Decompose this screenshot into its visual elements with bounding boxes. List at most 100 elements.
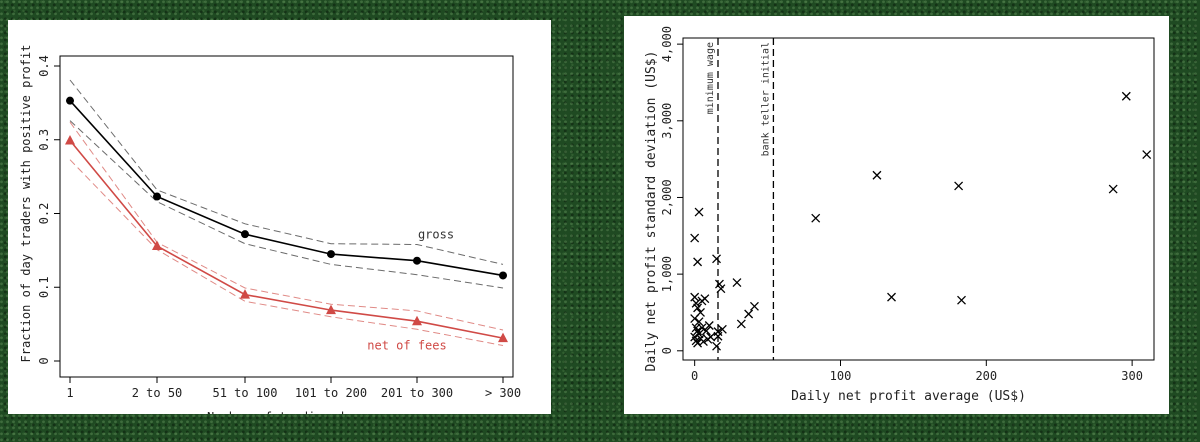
- data-point: [326, 304, 336, 315]
- data-point: [811, 213, 821, 223]
- data-point-stroke: [698, 337, 708, 347]
- data-point: [1108, 184, 1118, 194]
- profit-scatter-chart: 0 100 200 300 Daily net profit average (US$)…: [644, 26, 1155, 404]
- data-point: [887, 292, 896, 302]
- data-point: [717, 324, 727, 334]
- data-point: [152, 240, 162, 250]
- fraction-profitable-line-chart: 0 0.1 0.2 0.3 0.4 1 2 to 50 51 to 100 101 to 200…: [19, 45, 521, 414]
- ci-lower-line: [69, 120, 504, 289]
- data-point: [412, 315, 422, 326]
- series-label-gross: gross: [418, 228, 454, 242]
- data-point-stroke: [693, 326, 703, 336]
- data-point: [749, 301, 759, 311]
- data-point: [957, 295, 966, 305]
- series-label-net: net of fees: [367, 339, 446, 353]
- right-chart-panel: 0 100 200 300 Daily net profit average (US$)…: [624, 16, 1169, 414]
- data-point-stroke: [694, 317, 704, 327]
- data-point-stroke: [736, 319, 746, 329]
- x-tick-label: 300: [1121, 369, 1143, 383]
- y-tick-label: 0.1: [37, 276, 51, 298]
- y-tick-label: 2,000: [660, 179, 674, 215]
- data-point-stroke: [694, 329, 704, 339]
- plot-frame: [59, 55, 514, 378]
- y-tick-label: 1,000: [660, 256, 674, 292]
- data-point: [694, 329, 704, 339]
- data-point-stroke: [887, 292, 896, 302]
- data-point-stroke: [957, 295, 966, 305]
- data-point-stroke: [694, 207, 704, 217]
- data-point-stroke: [691, 298, 701, 308]
- data-point-stroke: [714, 279, 724, 289]
- data-point-stroke: [690, 332, 700, 342]
- y-tick-label: 3,000: [660, 103, 674, 139]
- y-tick-label: 0: [660, 347, 674, 354]
- data-point: [153, 192, 161, 201]
- data-point-stroke: [690, 233, 700, 243]
- data-point-stroke: [1142, 150, 1152, 159]
- data-point: [736, 319, 746, 329]
- data-point: [499, 271, 507, 280]
- x-tick-label: 0: [691, 369, 698, 383]
- x-tick-label: 101 to 200: [295, 386, 367, 400]
- data-point: [694, 207, 704, 217]
- x-tick-label: 1: [66, 386, 73, 400]
- left-chart-panel: 0 0.1 0.2 0.3 0.4 1 2 to 50 51 to 100 101 to 200…: [8, 20, 551, 414]
- x-tick-label: 100: [830, 369, 852, 383]
- y-axis-title: Fraction of day traders with positive pr…: [19, 45, 33, 363]
- data-point: [698, 337, 708, 347]
- data-point: [413, 256, 421, 265]
- data-point-stroke: [1108, 184, 1118, 194]
- data-point: [693, 338, 703, 348]
- data-point: [704, 321, 714, 330]
- data-point-stroke: [700, 294, 710, 304]
- y-axis-title: Daily net profit standard deviation (US$…: [644, 51, 659, 372]
- data-point: [732, 278, 742, 288]
- ci-lower-line: [69, 159, 504, 346]
- data-point: [716, 284, 726, 294]
- data-point: [744, 309, 754, 319]
- data-point: [241, 230, 249, 239]
- data-point-stroke: [693, 338, 703, 348]
- data-point: [690, 292, 700, 302]
- data-point: [872, 170, 882, 180]
- data-point-stroke: [701, 326, 711, 336]
- x-tick-label: > 300: [485, 386, 521, 400]
- data-point: [713, 331, 723, 341]
- y-tick-label: 0.2: [37, 203, 51, 225]
- plot-frame: [682, 37, 1155, 361]
- data-point: [327, 250, 335, 259]
- data-point: [66, 96, 74, 105]
- data-point: [693, 257, 703, 267]
- data-point: [690, 314, 700, 324]
- y-tick-label: 4,000: [660, 26, 674, 62]
- x-axis-title: Daily net profit average (US$): [791, 389, 1026, 404]
- data-point-stroke: [713, 331, 723, 341]
- data-point-stroke: [712, 254, 721, 264]
- data-point: [498, 332, 508, 343]
- data-point: [700, 294, 710, 304]
- data-point: [697, 323, 707, 333]
- data-point-stroke: [690, 314, 700, 324]
- ci-upper-line: [69, 121, 504, 331]
- y-tick-label: 0.4: [37, 55, 51, 77]
- series-line: [69, 139, 504, 339]
- data-point-stroke: [704, 321, 714, 330]
- data-point: [1142, 150, 1152, 159]
- data-point-stroke: [717, 324, 727, 334]
- data-point-stroke: [706, 332, 716, 342]
- data-point: [701, 326, 711, 336]
- data-point: [690, 233, 700, 243]
- data-point: [954, 181, 964, 191]
- data-point-stroke: [732, 278, 742, 288]
- y-tick-label: 0: [37, 357, 51, 364]
- ci-upper-line: [69, 79, 504, 265]
- x-tick-label: 200: [975, 369, 997, 383]
- bank-teller-label: bank teller initial: [760, 42, 771, 156]
- y-tick-label: 0.3: [37, 129, 51, 151]
- data-point-stroke: [693, 303, 703, 313]
- minimum-wage-label: minimum wage: [705, 42, 716, 114]
- data-point: [712, 341, 721, 351]
- data-point: [706, 332, 716, 342]
- data-point-stroke: [749, 301, 759, 311]
- data-point: [1121, 91, 1131, 101]
